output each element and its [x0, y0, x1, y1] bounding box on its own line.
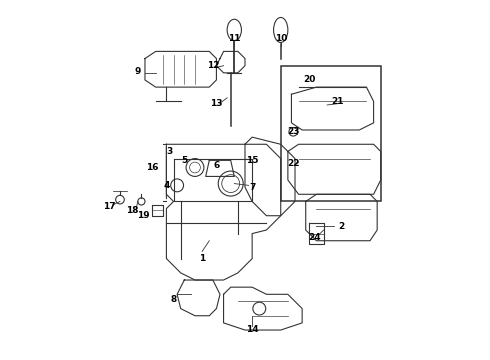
Text: 12: 12 — [207, 61, 219, 70]
Text: 4: 4 — [163, 181, 170, 190]
Text: 9: 9 — [135, 67, 141, 76]
Text: 16: 16 — [146, 163, 158, 172]
Text: 1: 1 — [199, 254, 205, 263]
Text: 3: 3 — [167, 147, 173, 156]
Text: 7: 7 — [249, 183, 255, 192]
Text: 18: 18 — [126, 206, 139, 215]
Text: 24: 24 — [308, 233, 321, 242]
Text: 14: 14 — [246, 325, 258, 334]
Text: 15: 15 — [246, 156, 258, 165]
Text: 10: 10 — [274, 35, 287, 44]
Text: 23: 23 — [287, 127, 299, 136]
Text: 11: 11 — [228, 35, 241, 44]
Text: 19: 19 — [137, 211, 149, 220]
Text: 13: 13 — [210, 99, 222, 108]
Text: 21: 21 — [332, 97, 344, 106]
Text: 17: 17 — [103, 202, 116, 211]
Text: 8: 8 — [171, 295, 177, 304]
Text: 22: 22 — [287, 159, 299, 168]
Text: 20: 20 — [303, 76, 316, 85]
Text: 5: 5 — [181, 156, 187, 165]
Text: 2: 2 — [338, 222, 344, 231]
Bar — [281, 66, 381, 202]
Text: 6: 6 — [213, 161, 220, 170]
